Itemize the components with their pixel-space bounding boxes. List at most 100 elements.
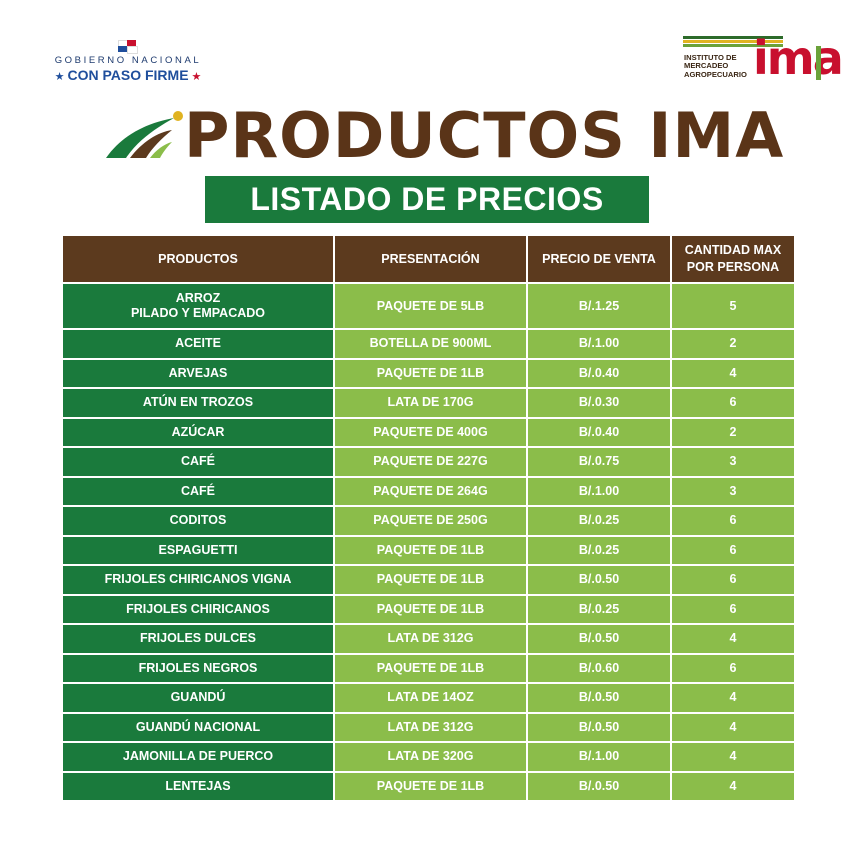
presentation-cell: PAQUETE DE 1LB bbox=[335, 772, 526, 800]
table-row: GUANDÚ NACIONAL LATA DE 312G B/.0.50 4 bbox=[63, 713, 794, 741]
price-cell: B/.0.50 bbox=[528, 566, 670, 594]
max-quantity-cell: 3 bbox=[672, 477, 794, 505]
price-cell: B/.0.25 bbox=[528, 595, 670, 623]
table-row: CAFÉ PAQUETE DE 264G B/.1.00 3 bbox=[63, 477, 794, 505]
leaf-logo-icon bbox=[106, 111, 183, 158]
ima-logo-text: INSTITUTO DE MERCADEO AGROPECUARIO bbox=[684, 53, 747, 79]
table-row: FRIJOLES NEGROS PAQUETE DE 1LB B/.0.60 6 bbox=[63, 654, 794, 682]
column-header-cantidad: CANTIDAD MAX POR PERSONA bbox=[672, 236, 794, 282]
ima-logo-text-line: INSTITUTO DE bbox=[684, 53, 737, 62]
table-row: AZÚCAR PAQUETE DE 400G B/.0.40 2 bbox=[63, 418, 794, 446]
table-row: JAMONILLA DE PUERCO LATA DE 320G B/.1.00… bbox=[63, 743, 794, 771]
product-cell: CAFÉ bbox=[63, 448, 333, 476]
table-header-row: PRODUCTOS PRESENTACIÓN PRECIO DE VENTA C… bbox=[63, 236, 794, 282]
presentation-cell: LATA DE 312G bbox=[335, 625, 526, 653]
product-cell: LENTEJAS bbox=[63, 772, 333, 800]
max-quantity-cell: 6 bbox=[672, 595, 794, 623]
table-row: CODITOS PAQUETE DE 250G B/.0.25 6 bbox=[63, 507, 794, 535]
max-quantity-cell: 4 bbox=[672, 772, 794, 800]
table-row: ESPAGUETTI PAQUETE DE 1LB B/.0.25 6 bbox=[63, 536, 794, 564]
product-cell: ACEITE bbox=[63, 330, 333, 358]
product-cell: FRIJOLES CHIRICANOS VIGNA bbox=[63, 566, 333, 594]
product-cell: ESPAGUETTI bbox=[63, 536, 333, 564]
presentation-cell: PAQUETE DE 1LB bbox=[335, 595, 526, 623]
star-icon: ★ bbox=[191, 71, 202, 83]
presentation-cell: PAQUETE DE 1LB bbox=[335, 654, 526, 682]
presentation-cell: PAQUETE DE 264G bbox=[335, 477, 526, 505]
gobierno-line1: GOBIERNO NACIONAL bbox=[54, 55, 202, 66]
product-cell: CAFÉ bbox=[63, 477, 333, 505]
max-quantity-cell: 4 bbox=[672, 359, 794, 387]
price-table: PRODUCTOS PRESENTACIÓN PRECIO DE VENTA C… bbox=[61, 234, 796, 802]
max-quantity-cell: 6 bbox=[672, 507, 794, 535]
product-cell: ATÚN EN TROZOS bbox=[63, 389, 333, 417]
title-block: PRODUCTOS IMA bbox=[104, 98, 783, 171]
product-cell: FRIJOLES DULCES bbox=[63, 625, 333, 653]
star-icon: ★ bbox=[54, 71, 65, 83]
column-header-productos: PRODUCTOS bbox=[63, 236, 333, 282]
presentation-cell: LATA DE 320G bbox=[335, 743, 526, 771]
price-cell: B/.0.25 bbox=[528, 536, 670, 564]
table-row: ARVEJAS PAQUETE DE 1LB B/.0.40 4 bbox=[63, 359, 794, 387]
gobierno-line2-text: CON PASO FIRME bbox=[67, 67, 189, 83]
product-cell: ARVEJAS bbox=[63, 359, 333, 387]
table-row: GUANDÚ LATA DE 14OZ B/.0.50 4 bbox=[63, 684, 794, 712]
ima-logo-text-line: MERCADEO bbox=[684, 61, 729, 71]
table-row: LENTEJAS PAQUETE DE 1LB B/.0.50 4 bbox=[63, 772, 794, 800]
column-header-precio: PRECIO DE VENTA bbox=[528, 236, 670, 282]
presentation-cell: LATA DE 312G bbox=[335, 713, 526, 741]
panama-flag-icon bbox=[118, 40, 138, 54]
price-cell: B/.1.25 bbox=[528, 284, 670, 328]
ima-logo-bar bbox=[816, 46, 821, 80]
table-row: FRIJOLES DULCES LATA DE 312G B/.0.50 4 bbox=[63, 625, 794, 653]
table-row: CAFÉ PAQUETE DE 227G B/.0.75 3 bbox=[63, 448, 794, 476]
max-quantity-cell: 4 bbox=[672, 743, 794, 771]
max-quantity-cell: 5 bbox=[672, 284, 794, 328]
product-cell: FRIJOLES CHIRICANOS bbox=[63, 595, 333, 623]
max-quantity-cell: 2 bbox=[672, 418, 794, 446]
table-row: FRIJOLES CHIRICANOS VIGNA PAQUETE DE 1LB… bbox=[63, 566, 794, 594]
product-cell: JAMONILLA DE PUERCO bbox=[63, 743, 333, 771]
gobierno-line2: ★ CON PASO FIRME ★ bbox=[38, 67, 218, 83]
product-cell: AZÚCAR bbox=[63, 418, 333, 446]
presentation-cell: PAQUETE DE 227G bbox=[335, 448, 526, 476]
presentation-cell: PAQUETE DE 1LB bbox=[335, 566, 526, 594]
ima-logo-stripes bbox=[683, 36, 783, 47]
page-subtitle: LISTADO DE PRECIOS bbox=[205, 176, 649, 223]
table-row: ARROZ PILADO Y EMPACADO PAQUETE DE 5LB B/… bbox=[63, 284, 794, 328]
ima-logo-mark: ima bbox=[753, 31, 844, 85]
price-cell: B/.1.00 bbox=[528, 743, 670, 771]
table-body: ARROZ PILADO Y EMPACADO PAQUETE DE 5LB B/… bbox=[63, 284, 794, 800]
product-cell: CODITOS bbox=[63, 507, 333, 535]
presentation-cell: PAQUETE DE 5LB bbox=[335, 284, 526, 328]
price-cell: B/.0.30 bbox=[528, 389, 670, 417]
max-quantity-cell: 6 bbox=[672, 566, 794, 594]
table-row: ATÚN EN TROZOS LATA DE 170G B/.0.30 6 bbox=[63, 389, 794, 417]
price-cell: B/.1.00 bbox=[528, 477, 670, 505]
max-quantity-cell: 4 bbox=[672, 625, 794, 653]
presentation-cell: BOTELLA DE 900ML bbox=[335, 330, 526, 358]
price-cell: B/.0.25 bbox=[528, 507, 670, 535]
table-row: FRIJOLES CHIRICANOS PAQUETE DE 1LB B/.0.… bbox=[63, 595, 794, 623]
max-quantity-cell: 6 bbox=[672, 389, 794, 417]
price-cell: B/.1.00 bbox=[528, 330, 670, 358]
price-cell: B/.0.40 bbox=[528, 418, 670, 446]
presentation-cell: PAQUETE DE 250G bbox=[335, 507, 526, 535]
max-quantity-cell: 2 bbox=[672, 330, 794, 358]
presentation-cell: PAQUETE DE 400G bbox=[335, 418, 526, 446]
page-title: PRODUCTOS IMA bbox=[184, 99, 785, 172]
presentation-cell: LATA DE 14OZ bbox=[335, 684, 526, 712]
price-cell: B/.0.75 bbox=[528, 448, 670, 476]
max-quantity-cell: 4 bbox=[672, 684, 794, 712]
max-quantity-cell: 6 bbox=[672, 536, 794, 564]
product-cell: ARROZ PILADO Y EMPACADO bbox=[63, 284, 333, 328]
max-quantity-cell: 6 bbox=[672, 654, 794, 682]
presentation-cell: PAQUETE DE 1LB bbox=[335, 536, 526, 564]
column-header-presentacion: PRESENTACIÓN bbox=[335, 236, 526, 282]
max-quantity-cell: 3 bbox=[672, 448, 794, 476]
price-cell: B/.0.50 bbox=[528, 625, 670, 653]
product-cell: GUANDÚ bbox=[63, 684, 333, 712]
ima-logo: INSTITUTO DE MERCADEO AGROPECUARIO ima bbox=[683, 35, 844, 86]
presentation-cell: PAQUETE DE 1LB bbox=[335, 359, 526, 387]
table-row: ACEITE BOTELLA DE 900ML B/.1.00 2 bbox=[63, 330, 794, 358]
